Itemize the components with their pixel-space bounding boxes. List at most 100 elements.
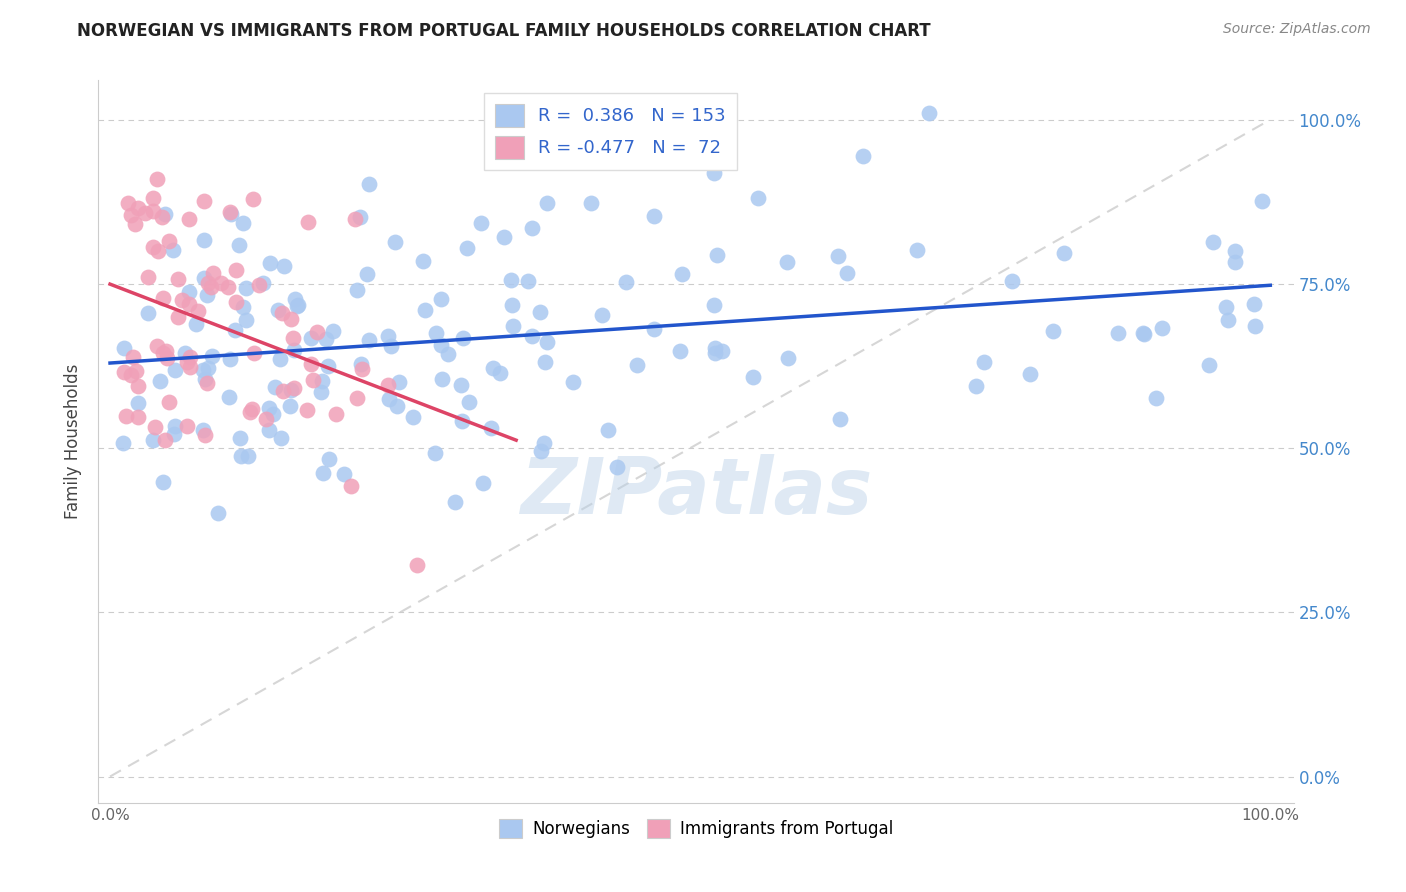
Point bbox=[405, 558, 427, 572]
Point bbox=[271, 384, 294, 399]
Point bbox=[1243, 319, 1265, 334]
Point bbox=[669, 344, 692, 359]
Point bbox=[122, 351, 145, 365]
Point bbox=[1150, 321, 1173, 335]
Point bbox=[120, 208, 142, 222]
Point bbox=[193, 233, 215, 247]
Point bbox=[283, 343, 305, 358]
Point bbox=[430, 372, 453, 386]
Point bbox=[283, 381, 305, 395]
Point bbox=[152, 475, 174, 489]
Point bbox=[522, 328, 544, 343]
Point bbox=[252, 276, 274, 290]
Point bbox=[340, 479, 363, 493]
Point bbox=[134, 206, 156, 220]
Point bbox=[149, 374, 172, 388]
Point bbox=[127, 409, 149, 424]
Point bbox=[299, 331, 322, 345]
Point bbox=[163, 427, 186, 442]
Point bbox=[1001, 274, 1024, 288]
Point bbox=[529, 305, 551, 319]
Point bbox=[124, 217, 146, 231]
Point bbox=[217, 280, 239, 294]
Point bbox=[236, 449, 259, 463]
Point bbox=[280, 383, 302, 397]
Point bbox=[626, 359, 648, 373]
Point bbox=[430, 292, 453, 306]
Point bbox=[228, 431, 250, 445]
Point bbox=[470, 216, 492, 230]
Point bbox=[333, 467, 356, 481]
Point bbox=[243, 346, 266, 360]
Point bbox=[194, 428, 217, 442]
Point bbox=[232, 216, 254, 230]
Point bbox=[827, 249, 849, 263]
Point bbox=[194, 372, 217, 386]
Point bbox=[146, 339, 169, 353]
Point bbox=[343, 211, 366, 226]
Point bbox=[273, 259, 295, 273]
Point bbox=[606, 460, 628, 475]
Point bbox=[350, 357, 373, 371]
Point bbox=[187, 304, 209, 318]
Point bbox=[112, 365, 135, 379]
Point bbox=[201, 349, 224, 363]
Text: Source: ZipAtlas.com: Source: ZipAtlas.com bbox=[1223, 22, 1371, 37]
Point bbox=[193, 423, 215, 437]
Point bbox=[247, 278, 270, 293]
Point bbox=[412, 254, 434, 268]
Point bbox=[287, 298, 309, 312]
Point bbox=[387, 399, 409, 413]
Point bbox=[1216, 312, 1239, 326]
Point bbox=[225, 262, 247, 277]
Text: ZIPatlas: ZIPatlas bbox=[520, 454, 872, 530]
Point bbox=[235, 281, 257, 295]
Point bbox=[502, 318, 524, 333]
Point bbox=[614, 275, 637, 289]
Point bbox=[163, 363, 186, 377]
Point bbox=[152, 291, 174, 305]
Point bbox=[596, 423, 619, 437]
Point bbox=[776, 254, 799, 268]
Point bbox=[262, 407, 284, 421]
Point bbox=[456, 241, 478, 255]
Point bbox=[228, 238, 250, 252]
Point bbox=[591, 308, 613, 322]
Point bbox=[165, 419, 187, 434]
Point bbox=[423, 446, 446, 460]
Point bbox=[152, 345, 174, 359]
Point bbox=[127, 201, 149, 215]
Point bbox=[311, 466, 333, 480]
Point bbox=[479, 420, 502, 434]
Point bbox=[239, 405, 262, 419]
Point bbox=[918, 106, 941, 120]
Point bbox=[240, 401, 263, 416]
Point bbox=[229, 450, 252, 464]
Point bbox=[150, 210, 173, 224]
Point bbox=[1018, 367, 1040, 381]
Point bbox=[1215, 300, 1237, 314]
Point bbox=[146, 172, 169, 186]
Point bbox=[127, 379, 149, 393]
Point bbox=[307, 325, 329, 339]
Point bbox=[143, 420, 166, 434]
Point bbox=[413, 303, 436, 318]
Point bbox=[561, 376, 583, 390]
Point bbox=[905, 244, 928, 258]
Point bbox=[146, 244, 169, 258]
Point bbox=[142, 240, 165, 254]
Point bbox=[115, 409, 138, 423]
Point bbox=[193, 363, 215, 377]
Point bbox=[643, 209, 665, 223]
Point bbox=[155, 206, 177, 220]
Point bbox=[451, 331, 474, 345]
Point bbox=[517, 274, 540, 288]
Point bbox=[235, 312, 257, 326]
Point bbox=[706, 248, 728, 262]
Point bbox=[219, 352, 242, 367]
Point bbox=[346, 391, 368, 405]
Point bbox=[501, 272, 523, 286]
Point bbox=[311, 374, 333, 388]
Point bbox=[197, 361, 219, 376]
Point bbox=[166, 271, 188, 285]
